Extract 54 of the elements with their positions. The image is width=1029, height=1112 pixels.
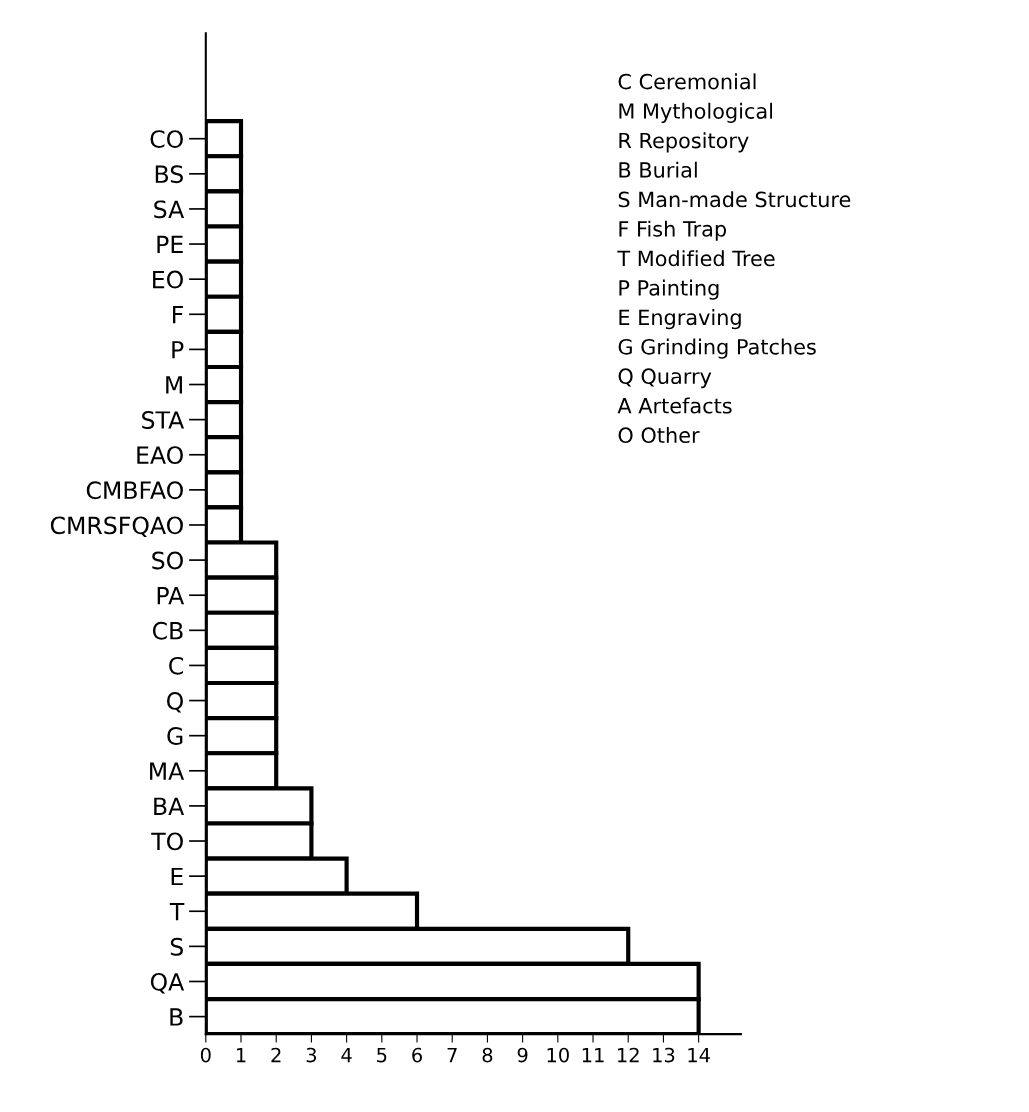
x-tick-label: 9 <box>517 1047 528 1063</box>
annotation: M Mythological <box>619 102 773 123</box>
y-tick-label: S <box>170 937 183 956</box>
annotation: S Man-made Structure <box>618 191 851 208</box>
y-tick-label: CB <box>152 621 183 640</box>
annotation: E Engraving <box>619 309 741 330</box>
x-tick-label: 10 <box>547 1047 569 1063</box>
x-tick-label: 11 <box>582 1047 604 1063</box>
y-tick-label: P <box>172 341 184 359</box>
y-tick-label: BS <box>155 165 183 184</box>
x-tick-label: 5 <box>377 1047 387 1063</box>
annotation: P Painting <box>619 279 719 300</box>
y-tick-label: T <box>169 903 185 921</box>
x-tick-label: 7 <box>447 1047 457 1063</box>
x-tick-label: 1 <box>236 1047 246 1063</box>
y-tick-label: BA <box>154 797 185 815</box>
annotation: G Grinding Patches <box>618 338 816 359</box>
y-tick-label: QA <box>150 972 185 994</box>
y-tick-label: SO <box>152 551 183 570</box>
annotation: F Fish Trap <box>619 220 727 241</box>
text: C Ceremonial <box>618 73 756 90</box>
y-tick-label: E <box>171 867 183 886</box>
x-tick-label: 12 <box>618 1047 639 1063</box>
x-tick-label: 0 <box>200 1047 211 1063</box>
y-tick-label: MA <box>150 762 185 780</box>
y-tick-label: PA <box>157 586 185 605</box>
annotation: B Burial <box>619 161 697 178</box>
annotation: Q Quarry <box>618 368 712 389</box>
y-tick-label: STA <box>142 411 185 429</box>
y-tick-label: F <box>173 306 183 324</box>
x-tick-label: 2 <box>271 1047 281 1063</box>
y-tick-label: EO <box>153 270 183 289</box>
annotation: T Modified Tree <box>617 250 775 267</box>
y-tick-label: CMRSFQAO <box>50 516 183 537</box>
y-tick-label: Q <box>167 692 183 713</box>
y-tick-label: CO <box>150 130 183 149</box>
x-tick-label: 13 <box>653 1047 675 1063</box>
y-tick-label: PE <box>157 235 183 254</box>
x-tick-label: 14 <box>688 1047 710 1063</box>
y-tick-label: B <box>170 1008 183 1026</box>
y-tick-label: G <box>167 727 183 745</box>
y-tick-label: SA <box>154 200 185 219</box>
x-tick-label: 8 <box>482 1047 493 1063</box>
x-tick-label: 4 <box>341 1047 352 1063</box>
annotation: R Repository <box>619 132 749 153</box>
x-tick-label: 6 <box>412 1047 422 1063</box>
y-tick-label: EAO <box>137 446 183 465</box>
y-tick-label: M <box>166 376 182 394</box>
y-tick-label: CMBFAO <box>86 481 183 500</box>
x-tick-label: 3 <box>306 1047 317 1063</box>
annotation: A Artefacts <box>617 397 732 414</box>
y-tick-label: C <box>169 656 183 675</box>
annotation: O Other <box>618 426 700 444</box>
y-tick-label: TO <box>151 832 183 851</box>
